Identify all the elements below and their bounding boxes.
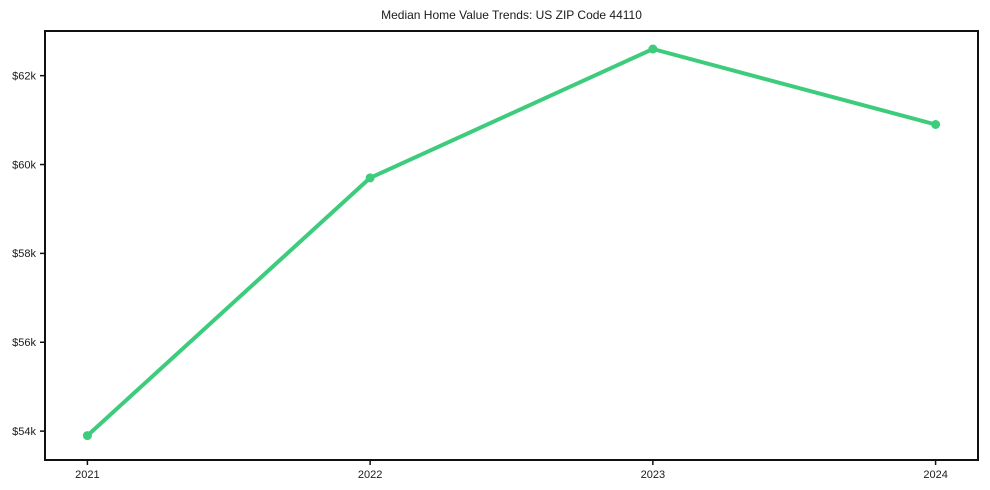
y-tick-label: $54k xyxy=(12,426,36,438)
x-axis: 2021 2022 2023 2024 xyxy=(75,460,948,481)
axes: $54k $56k $58k $60k $62k 2021 2022 2023 2024 xyxy=(12,30,979,481)
y-axis: $54k $56k $58k $60k $62k xyxy=(12,70,45,438)
data-point-marker xyxy=(82,431,92,441)
x-tick-label: 2023 xyxy=(641,469,665,481)
y-tick-label: $58k xyxy=(12,248,36,260)
trend-line xyxy=(85,47,938,438)
data-point-marker xyxy=(365,173,375,183)
series-median-home-value xyxy=(82,44,941,441)
chart-title: Median Home Value Trends: US ZIP Code 44… xyxy=(381,8,642,22)
plot-border xyxy=(44,30,979,461)
x-tick-label: 2024 xyxy=(923,469,947,481)
x-tick-label: 2022 xyxy=(358,469,382,481)
x-tick-label: 2021 xyxy=(75,469,99,481)
y-tick-label: $56k xyxy=(12,337,36,349)
y-tick-label: $62k xyxy=(12,70,36,82)
data-point-marker xyxy=(648,44,658,54)
y-tick-label: $60k xyxy=(12,159,36,171)
data-point-marker xyxy=(931,120,941,129)
